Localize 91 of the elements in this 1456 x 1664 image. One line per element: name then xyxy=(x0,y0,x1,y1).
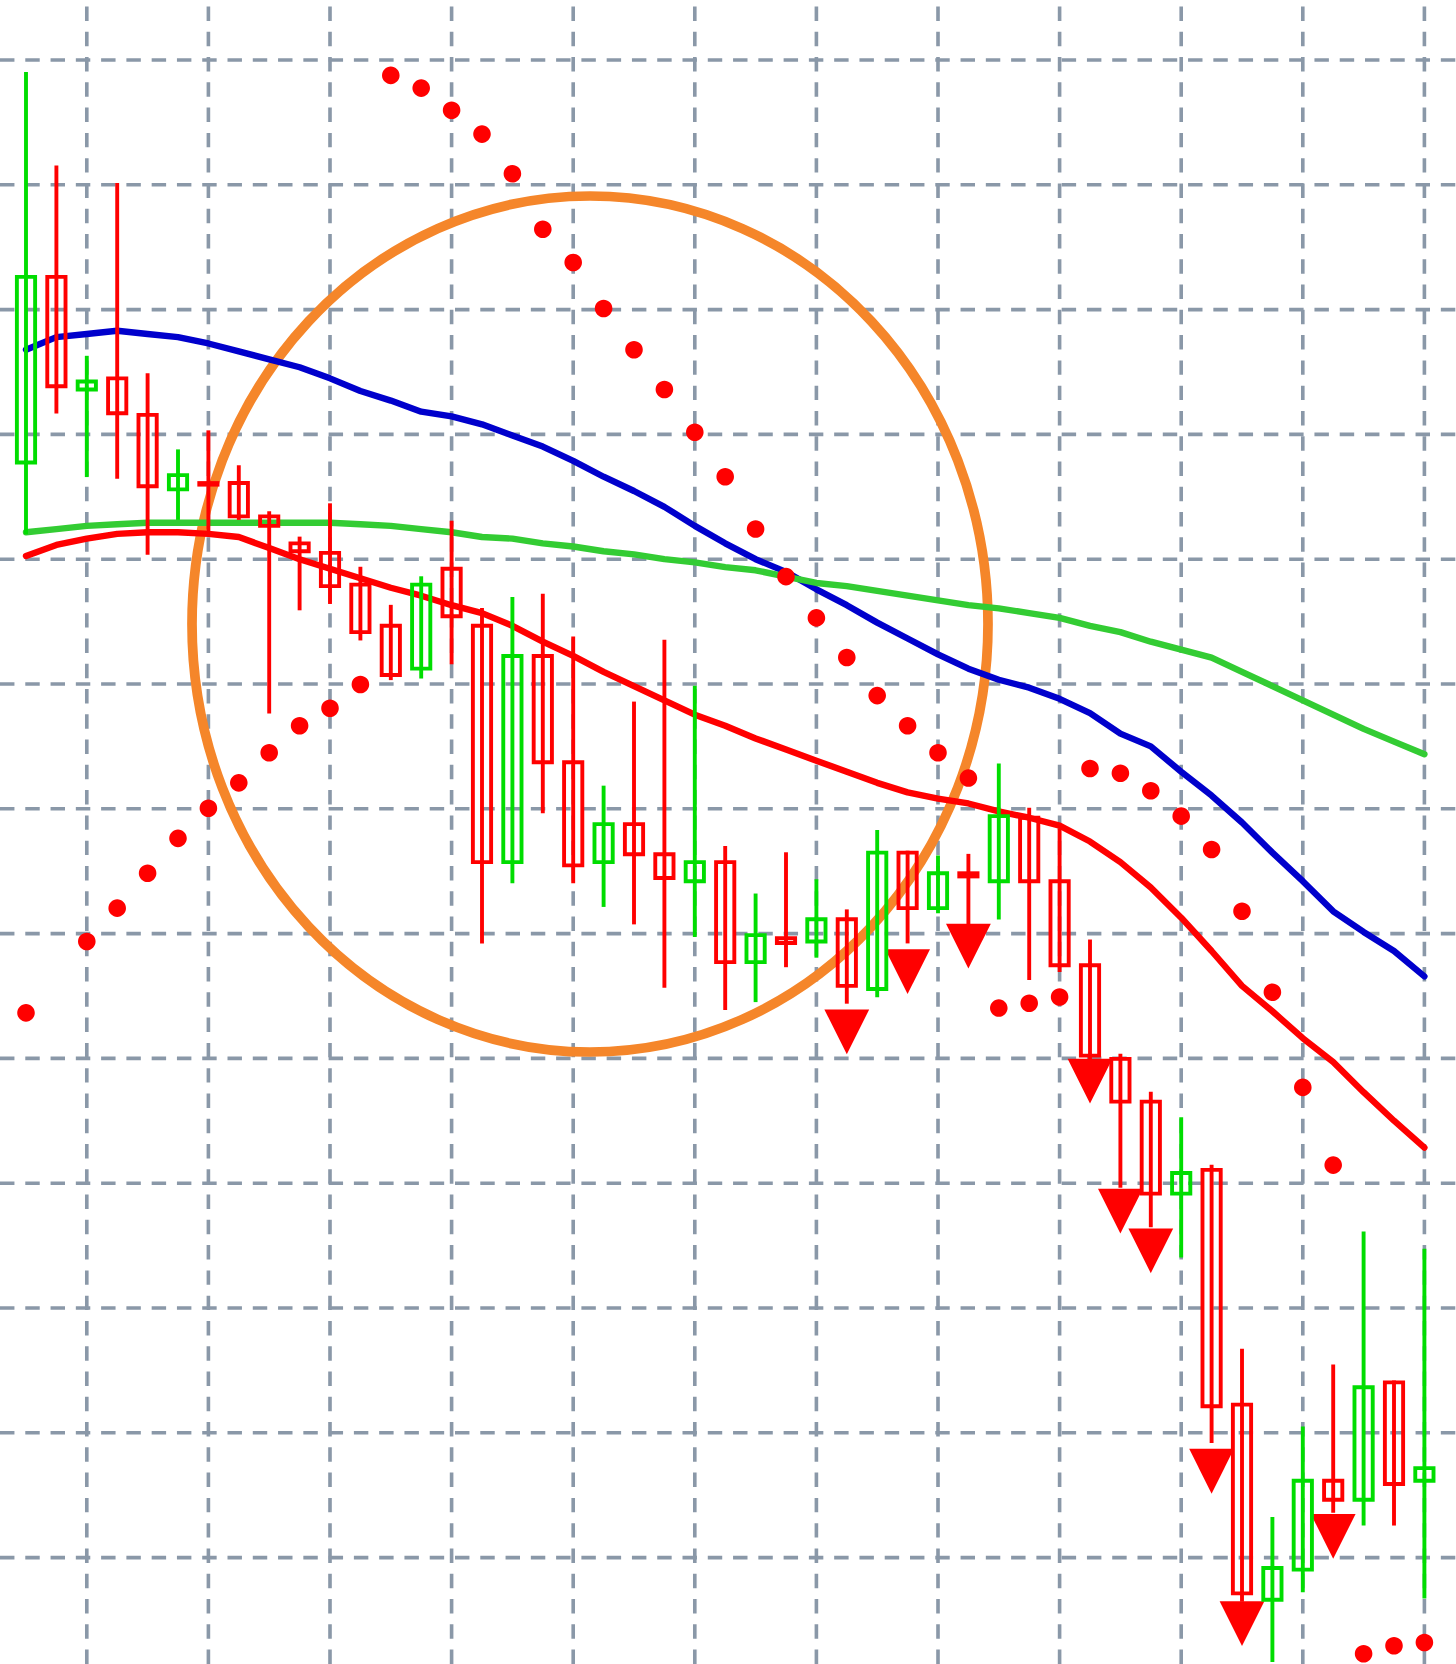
point xyxy=(169,829,187,848)
point xyxy=(716,467,734,486)
candlestick xyxy=(410,576,433,679)
candlestick xyxy=(1048,828,1071,972)
candlestick xyxy=(866,830,889,998)
candlestick xyxy=(926,855,950,914)
point xyxy=(17,1004,35,1022)
candlestick xyxy=(1382,1380,1406,1526)
candlestick xyxy=(1200,1164,1223,1444)
candlestick xyxy=(714,845,737,1011)
point xyxy=(1415,1633,1434,1652)
point xyxy=(1324,1156,1342,1174)
candlestick xyxy=(1413,1248,1436,1599)
point xyxy=(382,66,400,85)
point xyxy=(594,299,613,318)
candlestick xyxy=(1261,1516,1284,1662)
candlestick xyxy=(166,449,190,520)
point xyxy=(1189,1448,1234,1494)
candlestick xyxy=(805,879,828,958)
candlestick xyxy=(531,593,554,814)
candlestick xyxy=(45,165,68,414)
point xyxy=(946,923,991,969)
point xyxy=(1128,1228,1174,1274)
point xyxy=(260,743,278,762)
point xyxy=(1219,1601,1265,1646)
candlestick xyxy=(896,850,919,944)
point xyxy=(230,774,248,792)
point xyxy=(929,743,947,762)
point xyxy=(824,1009,870,1055)
candlestick xyxy=(683,685,706,938)
candlestick xyxy=(744,893,767,1003)
point xyxy=(412,79,430,97)
point xyxy=(1263,983,1282,1002)
candlestick xyxy=(106,182,129,479)
point xyxy=(564,253,582,272)
point xyxy=(442,101,461,120)
candlestick xyxy=(622,701,646,925)
point xyxy=(534,220,552,239)
point xyxy=(321,699,339,718)
point xyxy=(1081,759,1099,778)
candlestick xyxy=(774,852,798,968)
point xyxy=(1142,781,1160,800)
point xyxy=(78,932,96,951)
point xyxy=(351,675,370,694)
candlestick xyxy=(349,566,372,641)
candlestick xyxy=(987,763,1010,920)
candlestick xyxy=(1352,1231,1375,1526)
point xyxy=(1020,994,1038,1013)
point xyxy=(503,164,522,183)
point xyxy=(1294,1078,1312,1097)
point xyxy=(885,949,930,994)
candlestick xyxy=(470,608,494,944)
point xyxy=(1067,1058,1113,1104)
candlestick xyxy=(227,465,250,520)
point xyxy=(1354,1644,1373,1663)
candlestick xyxy=(501,596,524,884)
point xyxy=(990,999,1008,1017)
point xyxy=(625,341,643,359)
point xyxy=(1050,988,1069,1006)
point xyxy=(1202,840,1221,859)
point xyxy=(199,799,218,818)
point xyxy=(1111,764,1130,783)
point xyxy=(838,648,856,667)
point xyxy=(1098,1188,1143,1234)
candlestick xyxy=(1291,1426,1314,1593)
point xyxy=(777,567,795,586)
point xyxy=(1233,902,1251,921)
candlestick xyxy=(562,636,585,884)
point xyxy=(138,864,157,883)
point xyxy=(473,125,491,143)
point xyxy=(1310,1513,1356,1559)
candlestick xyxy=(288,536,311,611)
point xyxy=(868,686,886,705)
candlestick xyxy=(379,604,402,681)
point xyxy=(807,609,826,627)
candlestick xyxy=(835,909,858,1004)
candlestick xyxy=(1170,1117,1193,1258)
point xyxy=(1385,1636,1403,1655)
point xyxy=(746,520,765,538)
point xyxy=(898,716,917,735)
point xyxy=(1172,807,1190,825)
candlestick xyxy=(653,639,676,988)
candlestick xyxy=(1018,807,1041,980)
point xyxy=(108,899,126,917)
candlestick xyxy=(14,71,38,535)
candlestick xyxy=(75,355,98,478)
point xyxy=(959,769,978,787)
point xyxy=(686,423,704,442)
candlestick xyxy=(592,785,615,907)
point xyxy=(290,716,309,735)
point xyxy=(655,380,674,399)
